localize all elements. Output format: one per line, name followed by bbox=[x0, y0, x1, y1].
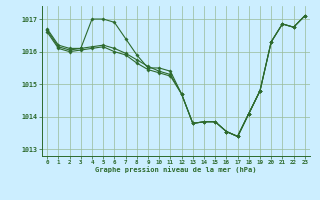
X-axis label: Graphe pression niveau de la mer (hPa): Graphe pression niveau de la mer (hPa) bbox=[95, 167, 257, 173]
